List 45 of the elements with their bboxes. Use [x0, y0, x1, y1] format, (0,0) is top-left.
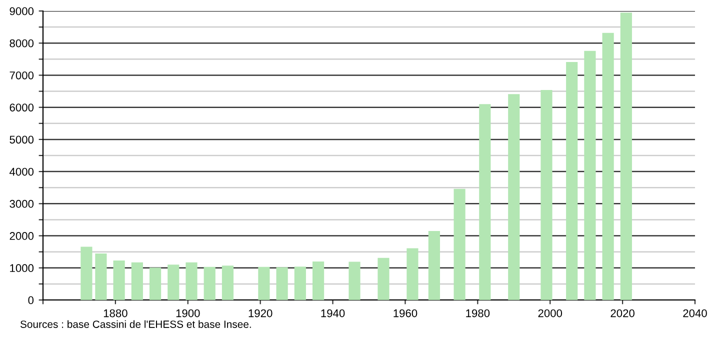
- y-tick-label: 6000: [10, 104, 34, 112]
- source-note: Sources : base Cassini de l'EHESS et base Insee.: [20, 320, 251, 328]
- x-tick-label: 2020: [610, 309, 634, 318]
- bar: [348, 262, 360, 300]
- bar: [276, 267, 288, 300]
- bar: [428, 230, 440, 300]
- bar: [168, 264, 180, 300]
- bar: [584, 50, 596, 300]
- bar: [508, 94, 520, 300]
- x-tick-label: 1880: [104, 309, 128, 318]
- bar: [454, 188, 466, 300]
- y-tick-label: 7000: [10, 71, 34, 80]
- y-tick-label: 8000: [10, 39, 34, 48]
- bar: [149, 268, 162, 300]
- bar: [566, 62, 578, 300]
- x-tick-label: 2040: [683, 309, 707, 318]
- x-tick-label: 2000: [538, 309, 562, 318]
- bar: [258, 266, 270, 300]
- y-tick-label: 5000: [10, 136, 34, 144]
- y-tick-label: 2000: [10, 232, 34, 240]
- x-tick-label: 1980: [466, 309, 490, 318]
- bar: [602, 32, 614, 300]
- bar: [479, 104, 491, 300]
- y-tick-label: 9000: [10, 7, 34, 16]
- x-tick-label: 1940: [321, 309, 345, 318]
- bar: [222, 266, 234, 300]
- bar: [620, 12, 632, 300]
- x-tick-label: 1920: [248, 309, 272, 318]
- bar: [312, 261, 324, 300]
- bar: [406, 248, 418, 300]
- bar: [378, 258, 390, 300]
- bar: [204, 266, 216, 300]
- bar: [186, 262, 198, 300]
- bar: [294, 266, 306, 300]
- y-tick-label: 3000: [10, 200, 34, 208]
- bar: [113, 260, 125, 300]
- bar: [80, 246, 92, 300]
- bar: [540, 90, 552, 300]
- x-tick-label: 1900: [176, 309, 200, 318]
- y-tick-label: 0: [28, 296, 34, 304]
- x-tick-label: 1960: [394, 309, 418, 318]
- bar: [131, 262, 143, 300]
- y-tick-label: 4000: [10, 168, 34, 176]
- y-tick-label: 1000: [10, 264, 34, 272]
- bar: [95, 253, 107, 300]
